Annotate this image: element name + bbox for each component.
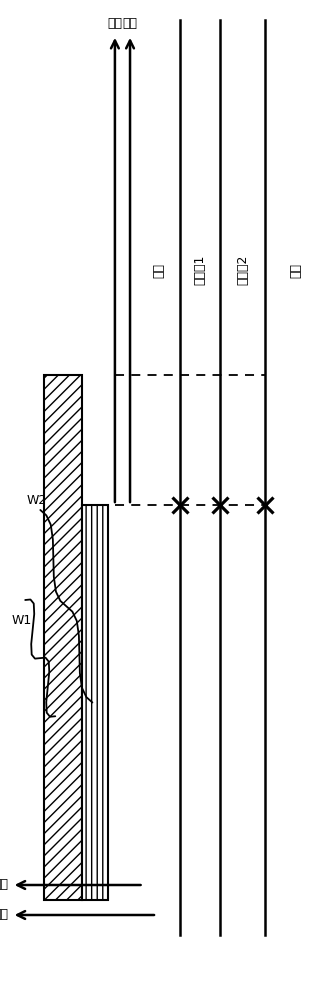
Text: 切削: 切削	[152, 262, 165, 277]
Text: 時間: 時間	[123, 17, 137, 30]
Text: 非切削2: 非切削2	[236, 255, 249, 285]
Bar	[44, 375, 82, 900]
Bar	[82, 505, 108, 900]
Text: W2: W2	[27, 493, 47, 506]
Text: 動作: 動作	[0, 908, 8, 922]
Text: 電力: 電力	[0, 879, 8, 892]
Text: 非切削1: 非切削1	[194, 255, 207, 285]
Text: W1: W1	[12, 613, 32, 626]
Text: 切削: 切削	[289, 262, 302, 277]
Text: 時間: 時間	[108, 17, 122, 30]
